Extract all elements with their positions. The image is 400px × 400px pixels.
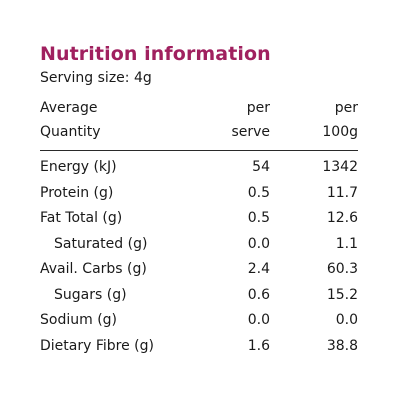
header-per-serve: per serve [231,96,270,144]
per-100g-value: 1342 [322,159,358,175]
table-row: Energy (kJ) 54 1342 [40,155,358,181]
per-serve-value: 0.5 [247,184,270,201]
nutrient-name: Saturated (g) [54,235,148,252]
per-100g-value: 0.0 [335,312,358,328]
per-100g-value: 15.2 [326,286,358,303]
per-serve-value: 0.5 [247,210,270,226]
table-header: Average Quantity per serve per 100g [40,96,358,148]
table-row: Sodium (g) 0.0 0.0 [40,308,358,334]
per-100g-value: 38.8 [326,337,358,354]
header-per-100g: per 100g [322,96,358,144]
table-row: Saturated (g) 0.0 1.1 [40,232,358,258]
per-serve-value: 54 [252,159,270,175]
per-serve-value: 0.0 [247,235,270,252]
serving-size: Serving size: 4g [40,70,152,86]
nutrient-name: Fat Total (g) [40,210,123,226]
table-row: Protein (g) 0.5 11.7 [40,181,358,207]
per-100g-value: 1.1 [335,235,358,252]
per-serve-value: 0.0 [247,312,270,328]
per-serve-value: 1.6 [247,337,270,354]
table-row: Dietary Fibre (g) 1.6 38.8 [40,334,358,360]
nutrient-name: Protein (g) [40,184,114,201]
header-quantity-line2: Quantity [40,124,101,140]
nutrient-name: Sugars (g) [54,286,127,303]
nutrient-name: Avail. Carbs (g) [40,261,147,277]
per-serve-value: 0.6 [247,286,270,303]
header-per-100g-line2: 100g [322,124,358,140]
table-row: Sugars (g) 0.6 15.2 [40,283,358,309]
table-row: Fat Total (g) 0.5 12.6 [40,206,358,232]
per-serve-value: 2.4 [247,261,270,277]
header-quantity-line1: Average [40,100,98,116]
nutrient-rows: Energy (kJ) 54 1342 Protein (g) 0.5 11.7… [40,155,358,359]
table-row: Avail. Carbs (g) 2.4 60.3 [40,257,358,283]
header-per-serve-line1: per [246,100,270,116]
nutrient-name: Sodium (g) [40,312,117,328]
nutrition-panel: Nutrition information Serving size: 4g A… [40,42,358,359]
header-per-serve-line2: serve [231,124,270,140]
header-per-100g-line1: per [334,100,358,116]
header-quantity: Average Quantity [40,96,101,144]
nutrient-name: Dietary Fibre (g) [40,337,154,354]
panel-title: Nutrition information [40,43,271,65]
per-100g-value: 11.7 [326,184,358,201]
header-divider [40,150,358,151]
per-100g-value: 12.6 [326,210,358,226]
per-100g-value: 60.3 [326,261,358,277]
nutrient-name: Energy (kJ) [40,159,117,175]
